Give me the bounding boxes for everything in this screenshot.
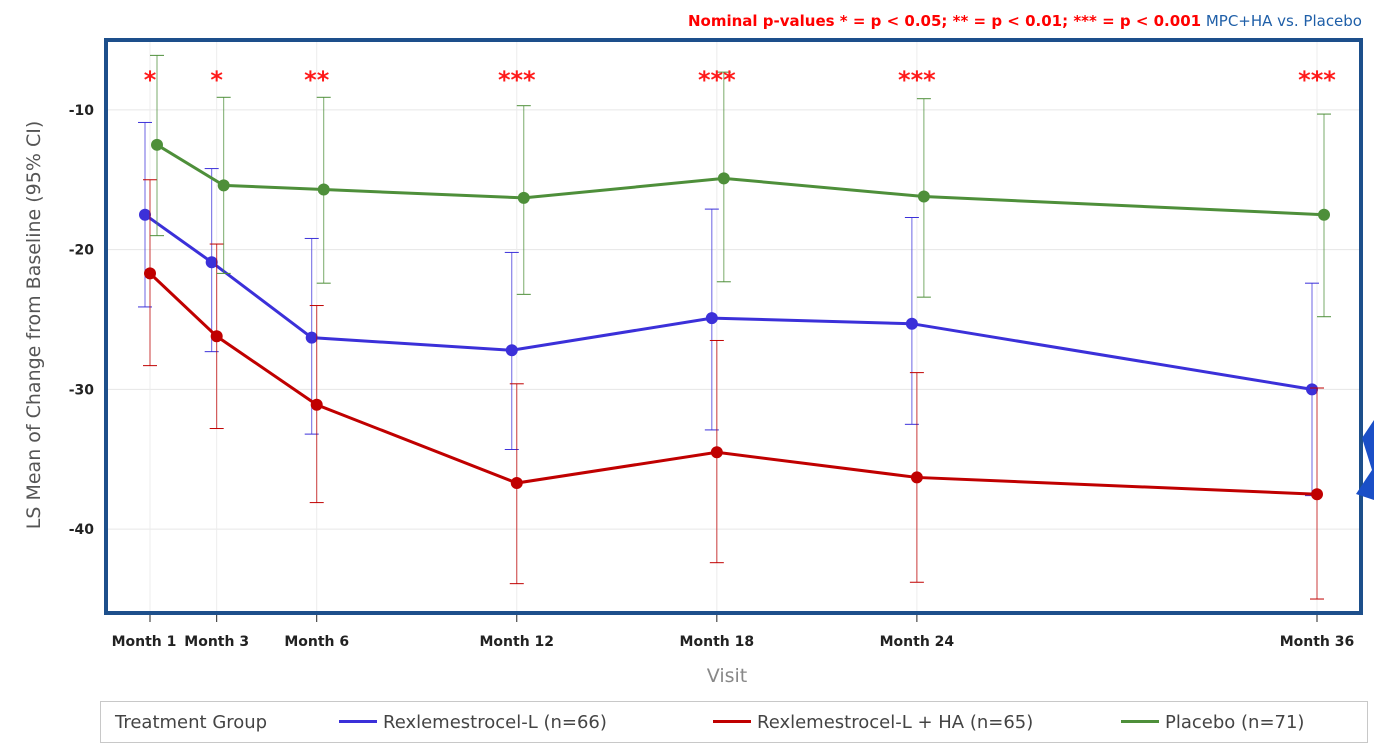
data-point bbox=[917, 190, 930, 203]
data-point bbox=[139, 208, 151, 221]
significance-marker: *** bbox=[698, 66, 736, 94]
data-point bbox=[505, 344, 518, 357]
data-point bbox=[205, 256, 218, 269]
series-group bbox=[143, 179, 1324, 600]
significance-stars: * * ** *** *** *** *** bbox=[144, 66, 1337, 94]
plot-frame bbox=[104, 38, 1363, 615]
data-point bbox=[510, 477, 523, 490]
p-value-note: Nominal p-values * = p < 0.05; ** = p < … bbox=[688, 12, 1362, 30]
series-line bbox=[156, 143, 1325, 217]
data-point bbox=[905, 317, 918, 330]
y-tick-label: -40 bbox=[69, 522, 95, 538]
data-point bbox=[1311, 488, 1323, 501]
y-axis-label: LS Mean of Change from Baseline (95% CI) bbox=[23, 121, 45, 529]
x-tick-label: Month 1 bbox=[112, 634, 177, 650]
data-point bbox=[710, 446, 723, 459]
series-line bbox=[144, 213, 1313, 391]
significance-marker: *** bbox=[1298, 66, 1336, 94]
legend-item-rexlemestrocel-ha: Rexlemestrocel-L + HA (n=65) bbox=[713, 712, 1033, 733]
data-point bbox=[144, 267, 156, 280]
series bbox=[138, 54, 1331, 600]
data-point bbox=[910, 471, 923, 484]
data-point bbox=[305, 331, 318, 344]
data-point bbox=[717, 172, 730, 185]
data-point bbox=[217, 179, 230, 192]
legend-title: Treatment Group bbox=[115, 712, 268, 733]
data-point bbox=[151, 138, 163, 151]
series-line bbox=[148, 272, 1318, 496]
legend-swatch-red bbox=[713, 719, 751, 723]
axes: -10 -20 -30 -40 Month 1 Month 3 Month 6 Month 1… bbox=[69, 103, 1355, 650]
data-point bbox=[517, 191, 530, 204]
comparison-label: MPC+HA vs. Placebo bbox=[1205, 12, 1362, 30]
x-tick-label: Month 24 bbox=[880, 634, 955, 650]
series-group bbox=[138, 121, 1319, 497]
data-point bbox=[210, 330, 223, 343]
significance-marker: * bbox=[144, 66, 157, 94]
x-tick-label: Month 18 bbox=[680, 634, 755, 650]
legend-item-rexlemestrocel: Rexlemestrocel-L (n=66) bbox=[339, 712, 607, 733]
legend-swatch-green bbox=[1121, 719, 1159, 723]
x-tick-label: Month 12 bbox=[479, 634, 554, 650]
data-point bbox=[1318, 208, 1330, 221]
pointer-arrow-icon bbox=[1356, 420, 1374, 500]
x-tick-label: Month 3 bbox=[184, 634, 249, 650]
legend-label: Placebo (n=71) bbox=[1165, 712, 1305, 733]
y-tick-label: -10 bbox=[69, 103, 95, 119]
significance-marker: ** bbox=[304, 66, 330, 94]
p-value-legend: Nominal p-values * = p < 0.05; ** = p < … bbox=[688, 12, 1202, 30]
data-point bbox=[310, 398, 323, 411]
legend: Treatment Group Rexlemestrocel-L (n=66) … bbox=[100, 701, 1368, 743]
y-tick-label: -30 bbox=[69, 382, 95, 398]
legend-swatch-blue bbox=[339, 719, 377, 723]
data-point bbox=[317, 183, 330, 196]
y-tick-label: -20 bbox=[69, 243, 95, 259]
data-point bbox=[1306, 383, 1318, 396]
significance-marker: * bbox=[210, 66, 223, 94]
legend-label: Rexlemestrocel-L + HA (n=65) bbox=[757, 712, 1034, 733]
legend-label: Rexlemestrocel-L (n=66) bbox=[383, 712, 607, 733]
significance-marker: *** bbox=[498, 66, 536, 94]
series-group bbox=[150, 54, 1331, 318]
x-axis-label: Visit bbox=[707, 665, 748, 687]
significance-marker: *** bbox=[898, 66, 936, 94]
data-point bbox=[705, 312, 718, 325]
legend-item-placebo: Placebo (n=71) bbox=[1121, 712, 1304, 733]
x-tick-label: Month 36 bbox=[1280, 634, 1355, 650]
x-tick-label: Month 6 bbox=[284, 634, 349, 650]
